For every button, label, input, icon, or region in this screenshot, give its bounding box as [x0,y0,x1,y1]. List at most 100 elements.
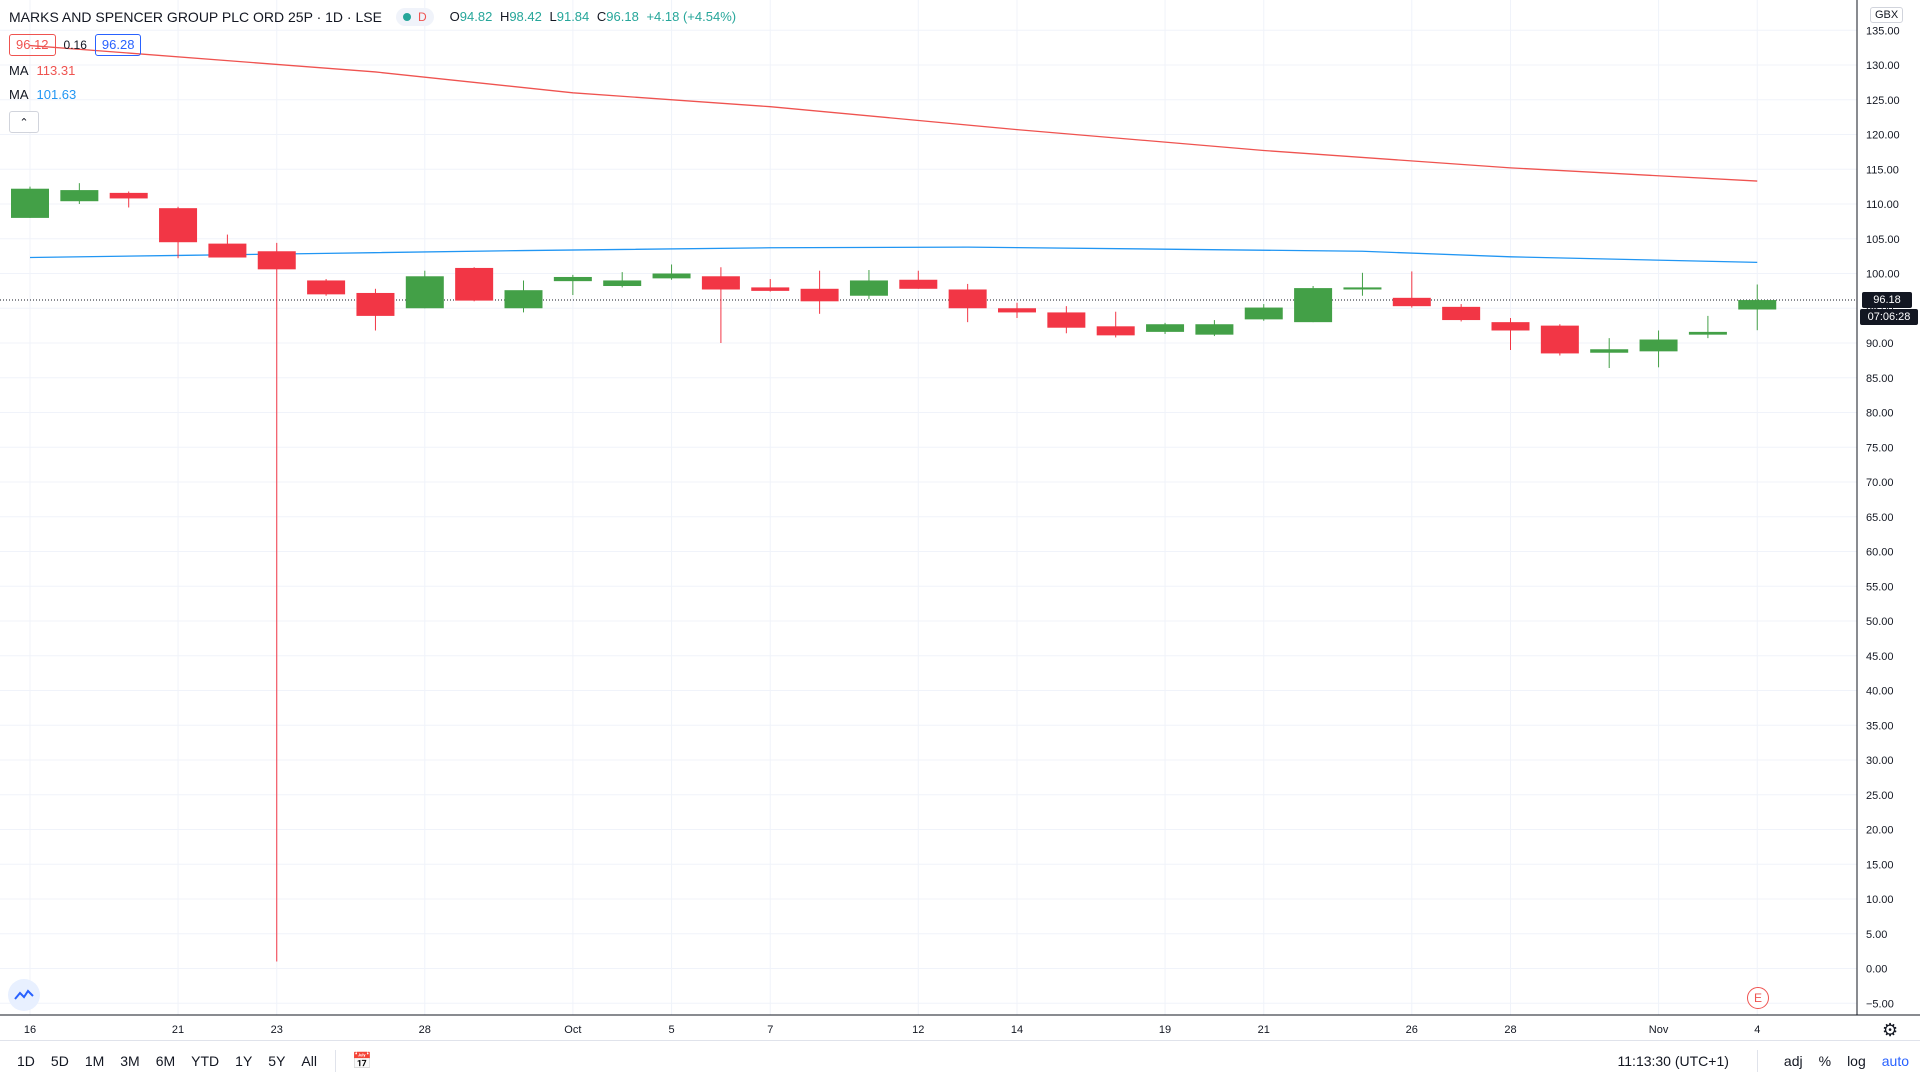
time-tick-label: 19 [1159,1024,1171,1036]
price-tick-label: 20.00 [1866,825,1894,837]
candle-body [109,192,148,199]
ma-fast-value: 101.63 [36,87,77,102]
candle-body [455,267,494,301]
bottom-toolbar: 1D 5D 1M 3M 6M YTD 1Y 5Y All 📅 11:13:30 … [0,1040,1920,1081]
spread-value: 0.16 [63,38,87,52]
candle [701,267,740,343]
time-tick-label: 5 [668,1024,674,1036]
bid-price[interactable]: 96.12 [9,34,56,56]
range-1m-button[interactable]: 1M [84,1053,105,1069]
candle [1096,311,1135,338]
ma-slow-line [29,44,1758,182]
candle-body [405,276,444,309]
gear-icon[interactable]: ⚙ [1882,1020,1899,1040]
market-open-dot-icon [402,13,411,21]
candle [1294,286,1333,323]
candle-body [1688,331,1727,335]
calendar-goto-icon[interactable]: 📅 [351,1053,372,1070]
candle [405,270,444,309]
candle [1343,272,1382,296]
range-1y-button[interactable]: 1Y [235,1053,253,1069]
candle [751,279,790,292]
price-tick-label: 85.00 [1866,373,1894,385]
time-tick-label: 28 [1504,1024,1516,1036]
earnings-marker[interactable]: E [1747,987,1769,1009]
candle-body [751,287,790,291]
time-tick-label: 4 [1754,1024,1760,1036]
clock-timezone[interactable]: 11:13:30 (UTC+1) [1617,1053,1729,1069]
market-status-badge[interactable]: D [395,8,434,26]
candle [1639,330,1678,368]
range-5y-button[interactable]: 5Y [268,1053,286,1069]
candle-body [1540,325,1579,354]
bid-ask-row: 96.12 0.16 96.28 [9,34,736,56]
candle [1244,304,1283,321]
price-tick-label: 65.00 [1866,512,1894,524]
candle-body [1392,297,1431,307]
price-tick-label: 80.00 [1866,408,1894,420]
toolbar-divider [334,1050,336,1072]
adj-toggle[interactable]: adj [1783,1053,1803,1069]
range-6m-button[interactable]: 6M [155,1053,176,1069]
price-tick-label: 45.00 [1866,651,1894,663]
price-tick-label: 70.00 [1866,477,1894,489]
symbol-title[interactable]: MARKS AND SPENCER GROUP PLC ORD 25P · 1D… [9,9,382,25]
chevron-up-icon: ⌃ [19,116,29,129]
price-tick-label: 125.00 [1866,95,1900,107]
price-tick-label: 60.00 [1866,547,1894,559]
symbol-row: MARKS AND SPENCER GROUP PLC ORD 25P · 1D… [9,8,736,26]
range-ytd-button[interactable]: YTD [191,1053,220,1069]
candle-body [257,251,296,270]
candle-body [998,308,1036,313]
time-tick-label: 12 [912,1024,924,1036]
price-tick-label: 135.00 [1866,25,1900,37]
log-toggle[interactable]: log [1847,1053,1866,1069]
candle [603,272,642,288]
candle [1392,271,1431,308]
candle-body [652,273,691,279]
candle-body [800,288,839,302]
collapse-legend-button[interactable]: ⌃ [9,111,39,133]
price-tick-label: 100.00 [1866,269,1900,281]
candle-body [1590,349,1629,353]
range-1d-button[interactable]: 1D [17,1053,35,1069]
candle-body [1195,324,1234,335]
price-tick-label: 15.00 [1866,859,1894,871]
price-tick-label: 50.00 [1866,616,1894,628]
candle [899,270,938,289]
price-tick-label: 10.00 [1866,894,1894,906]
candle [1195,320,1234,337]
candle-body [1639,339,1678,352]
candle [109,191,148,208]
price-axis: 135.00 130.00 125.00 120.00 115.00 110.00 105.… [1856,0,1900,1015]
candle [307,279,346,296]
ma-slow-value: 113.31 [36,63,76,78]
candle-body [1047,312,1086,328]
candle-body [553,276,592,282]
candle [455,267,494,302]
candle [1442,304,1481,322]
price-tick-label: 130.00 [1866,60,1900,72]
ma-slow-legend[interactable]: MA 113.31 [9,63,76,78]
candle-body [356,292,395,316]
candle-body [1146,324,1185,332]
time-tick-label: 14 [1011,1024,1023,1036]
chart-grid [0,0,1857,1015]
ask-price[interactable]: 96.28 [94,34,142,56]
ma-fast-legend[interactable]: MA 101.63 [9,87,77,102]
candle [1146,322,1185,334]
range-3m-button[interactable]: 3M [120,1053,140,1069]
tradingview-logo-icon[interactable] [8,979,40,1011]
range-all-button[interactable]: All [301,1053,317,1069]
range-5d-button[interactable]: 5D [50,1053,69,1069]
currency-label[interactable]: GBX [1870,7,1904,23]
auto-scale-toggle[interactable]: auto [1881,1053,1909,1069]
price-chart[interactable]: 135.00130.00125.00120.00115.00110.00105.… [0,0,1920,1040]
candle-body [849,280,888,296]
candle [257,242,296,962]
percent-toggle[interactable]: % [1818,1053,1832,1069]
candle-body [1244,307,1283,320]
candle [60,183,99,204]
candle-body [504,290,543,309]
price-tick-label: 75.00 [1866,442,1894,454]
